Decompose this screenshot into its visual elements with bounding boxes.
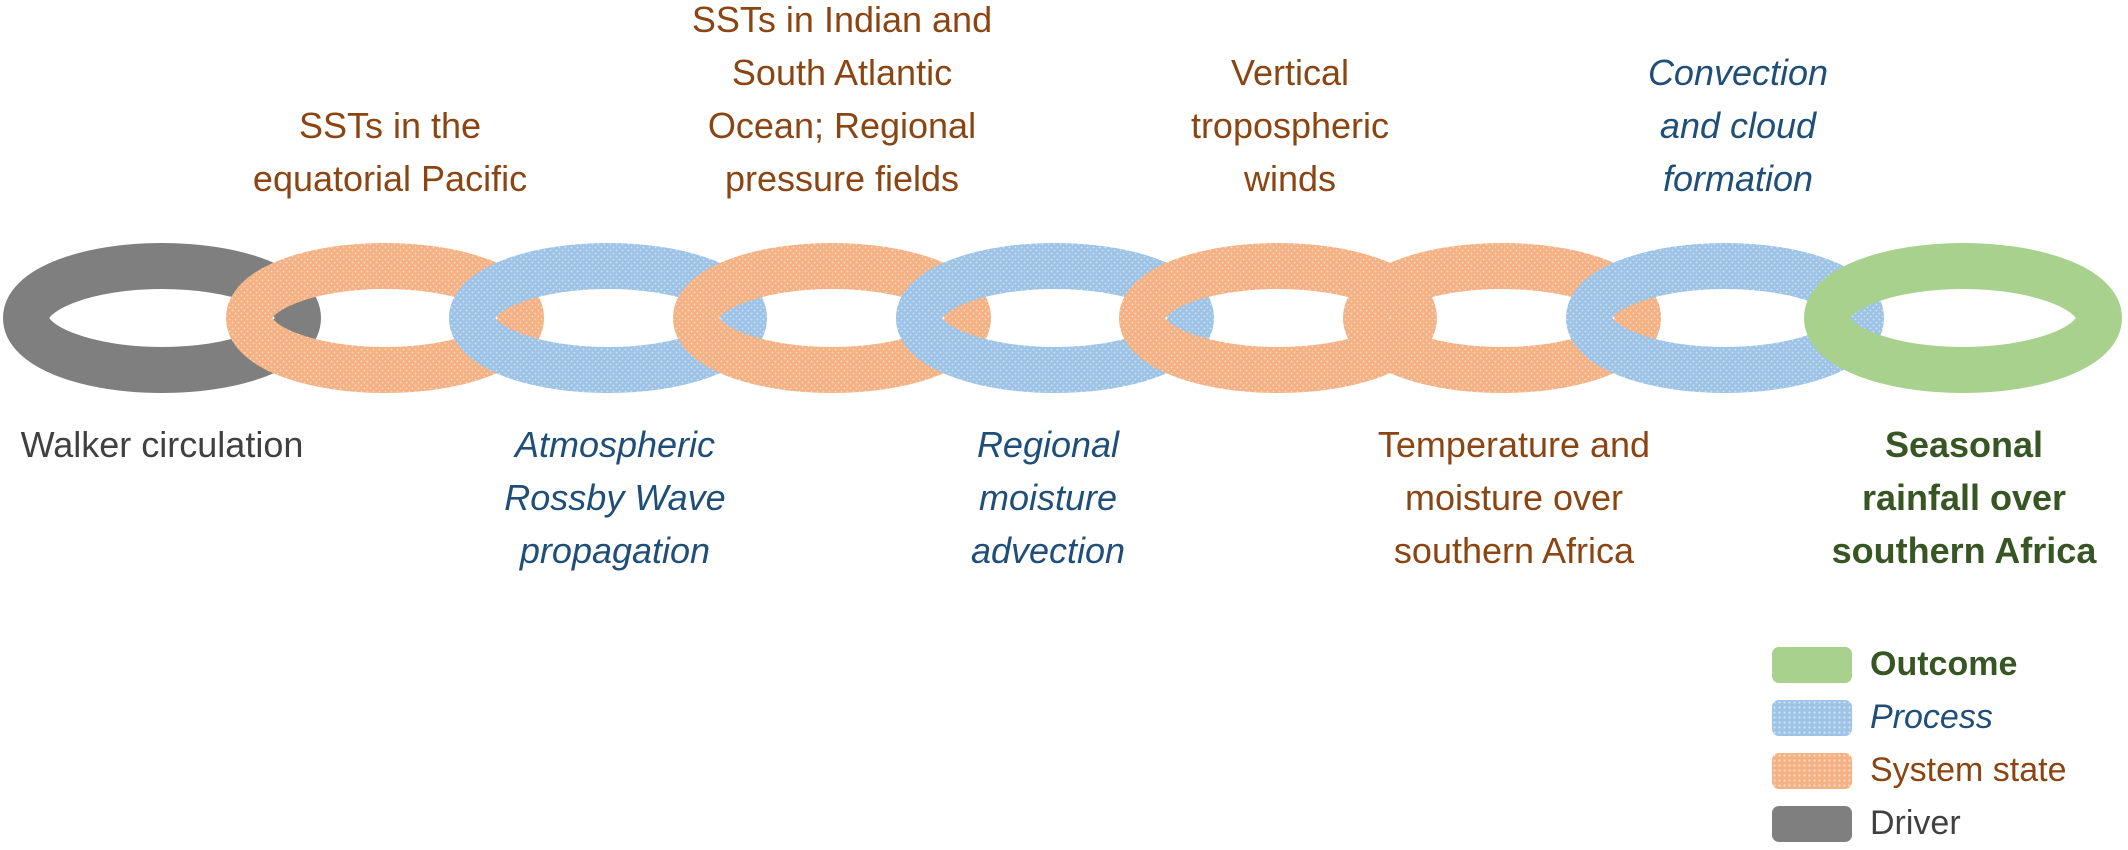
- legend-label-outcome: Outcome: [1870, 645, 2018, 683]
- legend-swatch-system-state: [1772, 752, 1852, 789]
- label-line: advection: [970, 530, 1126, 571]
- label-line: formation: [1662, 158, 1814, 199]
- legend-item-driver: Driver: [1772, 797, 2067, 850]
- chain-link-3-process: [449, 243, 767, 393]
- legend: Outcome Process System state Driver: [1772, 638, 2067, 850]
- label-line: Walker circulation: [20, 424, 304, 465]
- label-walker-circulation: Walker circulation: [0, 418, 372, 471]
- label-line: pressure fields: [724, 158, 960, 199]
- label-line: rainfall over: [1861, 477, 2067, 518]
- label-line: tropospheric: [1190, 105, 1390, 146]
- legend-swatch-outcome: [1772, 646, 1852, 683]
- legend-swatch-process: [1772, 699, 1852, 736]
- label-line: Rossby Wave: [504, 477, 726, 518]
- label-vertical-tropospheric-winds: Vertical tropospheric winds: [1080, 46, 1500, 205]
- label-temperature-and-moisture-over-southern-africa: Temperature and moisture over southern Afr…: [1304, 418, 1724, 577]
- label-line: South Atlantic: [731, 52, 953, 93]
- label-regional-moisture-advection: Regional moisture advection: [838, 418, 1258, 577]
- label-line: Vertical: [1230, 52, 1350, 93]
- legend-swatch-driver: [1772, 805, 1852, 842]
- label-line: Ocean; Regional: [707, 105, 977, 146]
- label-line: Regional: [976, 424, 1120, 465]
- legend-label-process: Process: [1870, 698, 1993, 736]
- label-atmospheric-rossby-wave-propagation: Atmospheric Rossby Wave propagation: [405, 418, 825, 577]
- label-convection-and-cloud-formation: Convection and cloud formation: [1528, 46, 1948, 205]
- label-line: moisture: [978, 477, 1118, 518]
- chain-link-1-driver: [3, 243, 321, 393]
- label-line: SSTs in the: [298, 105, 482, 146]
- label-line: Seasonal: [1884, 424, 2044, 465]
- legend-label-driver: Driver: [1870, 804, 1961, 842]
- label-ssts-in-indian-and-south-atlantic-ocean-regional-pressure-fields: SSTs in Indian and South Atlantic Ocean; R…: [632, 0, 1052, 205]
- chain-link-7-system-state: [1343, 243, 1661, 393]
- chain-link-9-outcome: [1804, 243, 2122, 393]
- chain-link-5-process: [896, 243, 1214, 393]
- label-seasonal-rainfall-over-southern-africa: Seasonal rainfall over southern Africa: [1754, 418, 2128, 577]
- label-line: equatorial Pacific: [252, 158, 528, 199]
- label-line: and cloud: [1659, 105, 1817, 146]
- label-line: southern Africa: [1831, 530, 2097, 571]
- label-line: Atmospheric: [514, 424, 716, 465]
- label-line: propagation: [519, 530, 711, 571]
- label-line: winds: [1243, 158, 1337, 199]
- label-line: moisture over: [1404, 477, 1624, 518]
- legend-item-system-state: System state: [1772, 744, 2067, 797]
- label-line: Convection: [1647, 52, 1829, 93]
- legend-item-outcome: Outcome: [1772, 638, 2067, 691]
- label-ssts-in-the-equatorial-pacific: SSTs in the equatorial Pacific: [180, 99, 600, 205]
- label-line: Temperature and: [1377, 424, 1651, 465]
- chain-link-8-process: [1566, 243, 1884, 393]
- chain-link-6-system-state: [1119, 243, 1437, 393]
- label-line: southern Africa: [1393, 530, 1635, 571]
- legend-label-system-state: System state: [1870, 751, 2067, 789]
- legend-item-process: Process: [1772, 691, 2067, 744]
- chain-link-2-system-state: [226, 243, 544, 393]
- chain-link-4-system-state: [673, 243, 991, 393]
- label-line: SSTs in Indian and: [691, 0, 993, 40]
